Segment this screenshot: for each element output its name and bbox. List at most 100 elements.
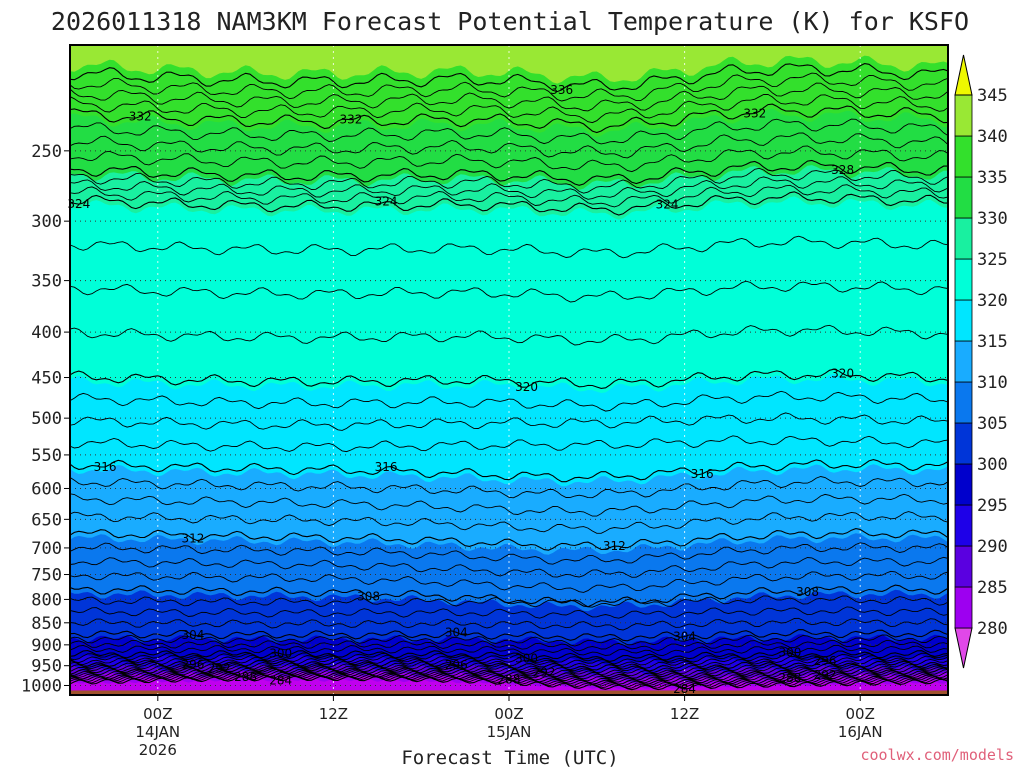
contour-label-304: 304: [673, 630, 696, 644]
contour-326: [70, 176, 948, 200]
contour-303: [70, 634, 948, 647]
y-tick-label: 950: [31, 657, 62, 677]
contour-label-284: 284: [269, 674, 292, 688]
contour-311: [70, 542, 948, 565]
y-tick-label: 250: [31, 142, 62, 162]
contour-label-332: 332: [340, 113, 363, 127]
contour-336: [70, 63, 948, 93]
contour-325: [70, 184, 948, 208]
contour-324: [70, 191, 948, 216]
contour-label-292: 292: [533, 665, 556, 679]
y-tick-label: 300: [31, 212, 62, 232]
colorbar-band: [954, 135, 973, 178]
contour-label-332: 332: [743, 107, 766, 121]
colorbar-tick-label: 280: [977, 619, 1008, 639]
colorbar-tick-label: 290: [977, 537, 1008, 557]
contour-label-316: 316: [691, 467, 714, 481]
contour-label-324: 324: [375, 195, 398, 209]
y-tick-label: 400: [31, 323, 62, 343]
fill-band-288: [70, 676, 948, 695]
contour-label-300: 300: [515, 651, 538, 665]
y-tick-label: 450: [31, 369, 62, 389]
contour-329: [70, 145, 948, 173]
colorbar-tick-label: 295: [977, 496, 1008, 516]
contour-306: [70, 606, 948, 619]
contour-label-304: 304: [445, 625, 468, 639]
contour-296: [70, 659, 948, 672]
colorbar-arrow-low: [954, 627, 973, 669]
contour-label-288: 288: [234, 670, 257, 684]
x-tick-label: 16JAN: [838, 723, 883, 741]
contour-335: [70, 72, 948, 102]
contour-332: [70, 103, 948, 134]
y-tick-label: 600: [31, 479, 62, 499]
contour-317: [70, 435, 948, 453]
y-tick-label: 750: [31, 566, 62, 586]
colorbar-tick-label: 285: [977, 578, 1008, 598]
colorbar-tick-label: 345: [977, 86, 1008, 106]
colorbar-band: [954, 463, 973, 506]
x-axis-label: Forecast Time (UTC): [401, 747, 618, 768]
x-tick-label: 00Z: [494, 705, 523, 723]
credit-text: coolwx.com/models: [860, 746, 1014, 764]
contour-label-304: 304: [181, 628, 204, 642]
contour-305: [70, 617, 948, 631]
contour-309: [70, 570, 948, 593]
contour-label-336: 336: [550, 83, 573, 97]
contour-333: [70, 93, 948, 124]
contour-label-312: 312: [181, 532, 204, 546]
contour-label-300: 300: [779, 645, 802, 659]
colorbar-tick-label: 325: [977, 250, 1008, 270]
contour-327: [70, 167, 948, 194]
colorbar-tick-label: 330: [977, 209, 1008, 229]
contour-301: [70, 644, 948, 657]
contour-330: [70, 132, 948, 159]
y-tick-label: 850: [31, 614, 62, 634]
colorbar-tick-label: 320: [977, 291, 1008, 311]
contour-320: [70, 368, 948, 389]
contour-label-292: 292: [208, 661, 231, 675]
contour-label-328: 328: [831, 163, 854, 177]
contour-label-296: 296: [814, 654, 837, 668]
colorbar-band: [954, 340, 973, 383]
contour-328: [70, 159, 948, 186]
y-tick-label: 900: [31, 636, 62, 656]
contour-313: [70, 511, 948, 534]
contour-304: [70, 629, 948, 642]
contour-318: [70, 412, 948, 431]
colorbar-band: [954, 176, 973, 219]
colorbar-tick-label: 300: [977, 455, 1008, 475]
contour-label-300: 300: [269, 647, 292, 661]
contour-label-332: 332: [129, 109, 152, 123]
contour-label-288: 288: [498, 673, 521, 687]
colorbar-band: [954, 299, 973, 342]
contour-322: [70, 280, 948, 303]
contour-302: [70, 639, 948, 652]
colorbar-tick-label: 310: [977, 373, 1008, 393]
contour-label-296: 296: [445, 658, 468, 672]
y-tick-label: 550: [31, 446, 62, 466]
colorbar-band: [954, 545, 973, 588]
contour-315: [70, 476, 948, 499]
terrain-strip: [70, 690, 948, 695]
y-tick-label: 500: [31, 409, 62, 429]
contour-312: [70, 528, 948, 551]
contour-310: [70, 556, 948, 578]
x-tick-label: 15JAN: [487, 723, 532, 741]
contour-label-320: 320: [831, 367, 854, 381]
contour-334: [70, 82, 948, 112]
y-tick-label: 350: [31, 272, 62, 292]
y-tick-label: 800: [31, 590, 62, 610]
contour-319: [70, 390, 948, 412]
contour-label-292: 292: [814, 668, 837, 682]
colorbar-band: [954, 381, 973, 424]
colorbar-tick-label: 335: [977, 168, 1008, 188]
colorbar-arrow-high: [954, 54, 973, 96]
colorbar-band: [954, 217, 973, 260]
contour-288: [70, 671, 948, 685]
colorbar-tick-label: 340: [977, 127, 1008, 147]
colorbar-tick-label: 315: [977, 332, 1008, 352]
contour-299: [70, 652, 948, 665]
y-tick-label: 1000: [21, 676, 62, 696]
